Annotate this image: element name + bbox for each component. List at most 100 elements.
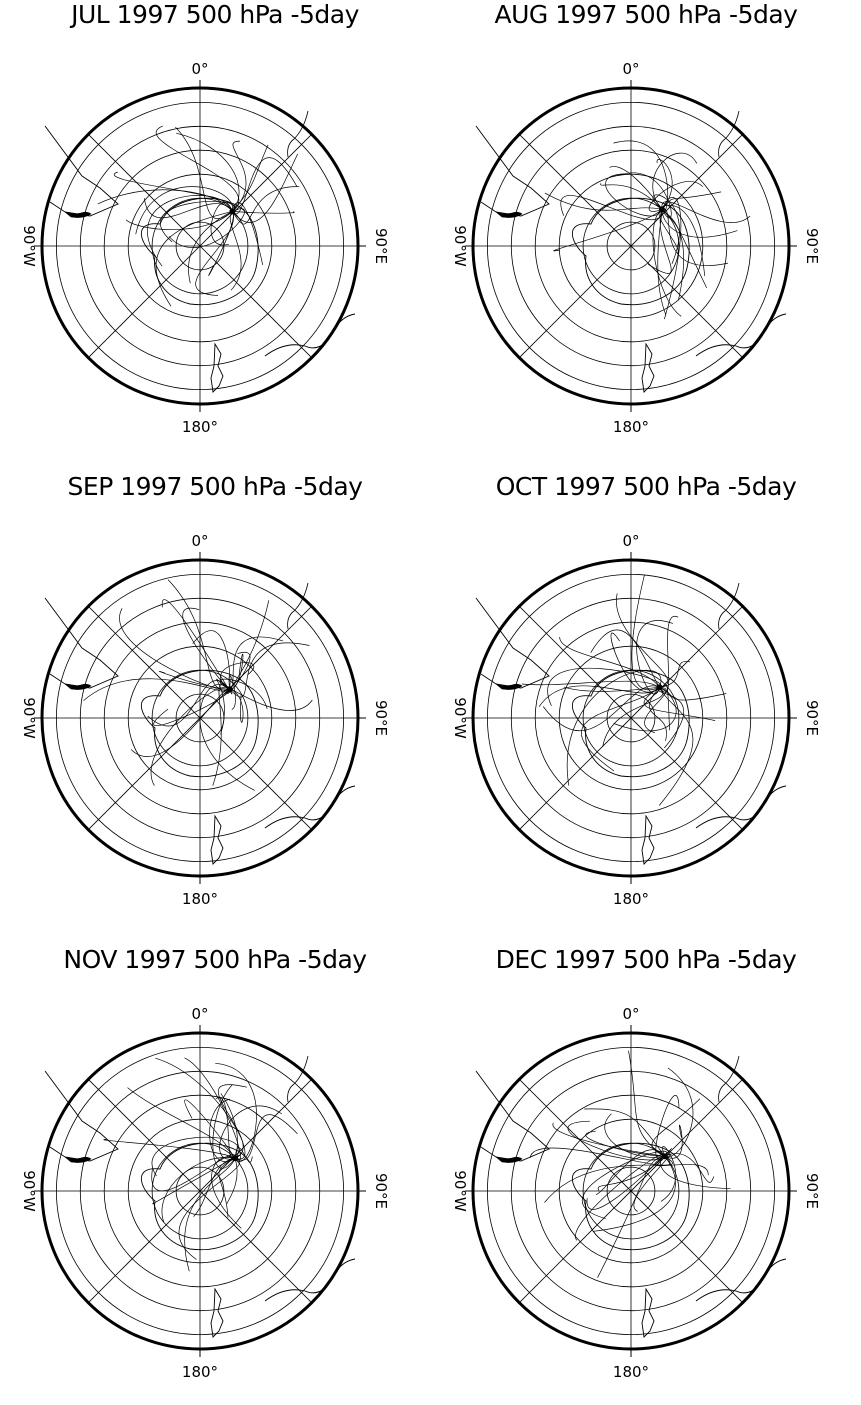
trajectory [218,1157,236,1218]
panel-title: JUL 1997 500 hPa -5day [71,0,359,29]
label-90e: 90°E [372,228,390,264]
australia-coastline [264,1258,356,1302]
trajectory [219,678,268,709]
panel-title: OCT 1997 500 hPa -5day [495,472,797,501]
trajectory [232,211,295,214]
trajectory [215,1062,257,1162]
trajectory [232,140,247,212]
panel-title: DEC 1997 500 hPa -5day [495,945,797,974]
label-90w: 90°W [20,697,38,739]
new-zealand [210,1287,224,1338]
trajectory [147,195,233,267]
africa-coastline [287,110,309,158]
trajectory [581,687,660,772]
trajectory [162,599,233,695]
new-zealand [641,342,655,393]
polar-map: 0° 180° 90°W 90°E [451,60,821,436]
antarctica-coastline [141,197,259,306]
label-180: 180° [613,1363,649,1381]
map-panel-oct: OCT 1997 500 hPa -5day 0° 180° 90°W 90°E [431,472,861,932]
trajectory [208,211,234,276]
label-0: 0° [622,532,639,550]
trajectory [143,198,233,219]
label-0: 0° [191,60,208,78]
trajectory [521,680,660,688]
label-0: 0° [191,532,208,550]
antarctica-coastline [141,1142,259,1251]
antarctica-coastline [572,669,690,778]
trajectory [628,1050,665,1157]
trajectory [552,1122,665,1157]
trajectory [232,153,299,223]
trajectory [631,574,660,690]
trajectory [585,1130,665,1157]
tierra-del-fuego [495,683,523,690]
trajectory [544,1155,673,1203]
trajectory [155,211,233,307]
label-180: 180° [182,418,218,436]
trajectory [595,1149,666,1196]
trajectory [597,1155,665,1278]
trajectory [661,201,751,223]
trajectory [660,1146,677,1202]
label-90e: 90°E [372,700,390,736]
label-90w: 90°W [451,697,469,739]
polar-map: 0° 180° 90°W 90°E [451,532,821,908]
trajectory [155,1057,246,1160]
trajectory [610,632,660,693]
australia-coastline [264,785,356,829]
trajectory [654,1155,709,1176]
tierra-del-fuego [495,211,523,218]
trajectory [563,686,661,692]
meridian-line [519,606,743,830]
trajectory [584,1108,666,1157]
label-180: 180° [613,418,649,436]
trajectory [652,209,682,317]
label-180: 180° [182,890,218,908]
label-180: 180° [613,890,649,908]
trajectory [559,636,660,688]
australia-coastline [695,1258,787,1302]
map-panel-aug: AUG 1997 500 hPa -5day 0° 180° 90°W 90°E [431,0,861,460]
polar-map: 0° 180° 90°W 90°E [451,1005,821,1381]
trajectory [648,181,704,212]
trajectory [161,1157,236,1223]
trajectory [661,209,738,238]
polar-map: 0° 180° 90°W 90°E [20,1005,390,1381]
trajectory [652,194,680,264]
trajectory [232,157,298,215]
release-point [661,1153,668,1160]
trajectory [613,140,668,213]
label-90w: 90°W [451,225,469,267]
trajectory [119,608,231,692]
trajectory [593,1155,676,1232]
trajectory [184,1057,241,1161]
trajectory [604,1113,665,1158]
trajectory [567,1120,666,1161]
label-90e: 90°E [372,1173,390,1209]
tierra-del-fuego [64,683,92,690]
trajectory [647,209,672,274]
trajectory [538,685,660,707]
trajectory [127,1087,236,1159]
label-0: 0° [622,1005,639,1023]
trajectory [83,678,231,701]
meridian-line [88,134,312,358]
trajectory [659,686,727,701]
tierra-del-fuego [495,1156,523,1163]
trajectory [229,642,310,698]
release-point [659,206,665,213]
trajectory [184,1099,236,1159]
trajectory [566,669,662,786]
trajectory [193,1157,236,1217]
trajectory [659,661,691,688]
trajectory [644,686,667,734]
label-90w: 90°W [20,1170,38,1212]
trajectory [560,195,663,221]
trajectory [167,579,230,691]
trajectory [661,197,682,320]
release-point [656,684,663,691]
trajectory [586,1148,672,1210]
trajectory [195,211,234,296]
label-90e: 90°E [803,228,821,264]
